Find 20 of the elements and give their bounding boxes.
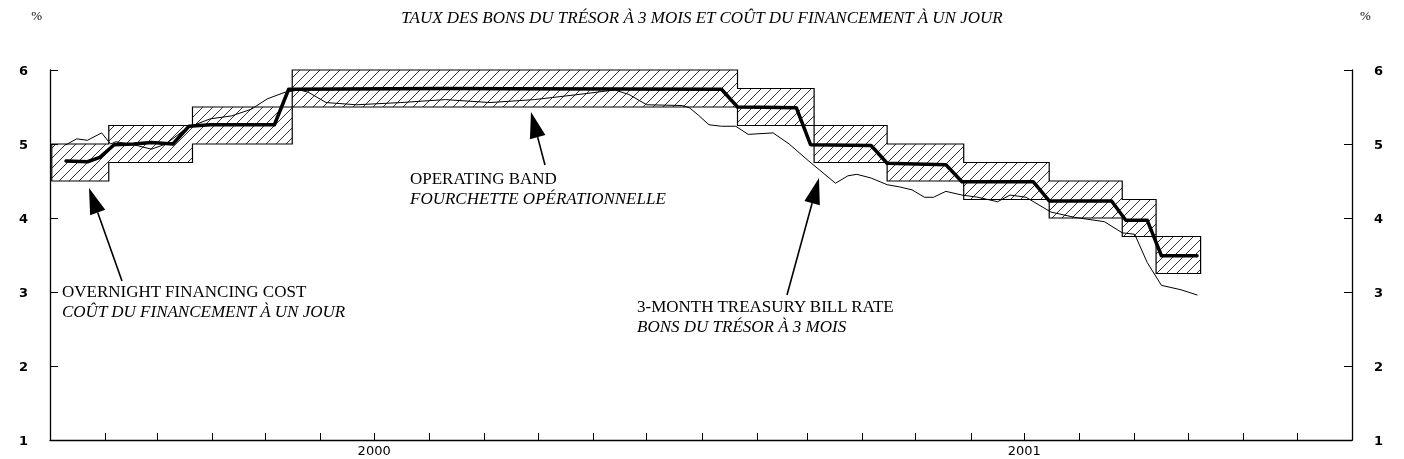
- annotation: OVERNIGHT FINANCING COST COÛT DU FINANCEMENT À UN JOUR: [62, 282, 346, 321]
- y-tick-label: 4: [18, 210, 28, 226]
- y-axis-title: %: [31, 8, 43, 23]
- y2-axis-title: %: [1360, 8, 1371, 23]
- y-tick-label: 1: [18, 432, 28, 448]
- y2-tick-label: 1: [1374, 432, 1384, 448]
- y2-tick-label: 5: [1374, 136, 1384, 152]
- y2-tick-label: 3: [1374, 284, 1384, 300]
- y2-tick-label: 6: [1374, 62, 1384, 78]
- annotation: 3-MONTH TREASURY BILL RATE BONS DU TRÉSOR À 3 MOIS: [637, 297, 894, 336]
- y2-tick-label: 4: [1374, 210, 1384, 226]
- y-tick-label: 5: [18, 136, 28, 152]
- y2-tick-label: 2: [1374, 358, 1384, 374]
- x-tick-label: 2001: [1007, 443, 1041, 458]
- y-tick-label: 2: [18, 358, 28, 374]
- x-tick-label: 2000: [357, 443, 391, 458]
- y-tick-label: 3: [18, 284, 28, 300]
- annotation: OPERATING BAND FOURCHETTE OPÉRATIONNELLE: [409, 169, 667, 208]
- y-tick-label: 6: [18, 62, 28, 78]
- chart-title: TAUX DES BONS DU TRÉSOR À 3 MOIS ET COÛT DU FINANCEMENT À UN JOUR: [401, 8, 1004, 27]
